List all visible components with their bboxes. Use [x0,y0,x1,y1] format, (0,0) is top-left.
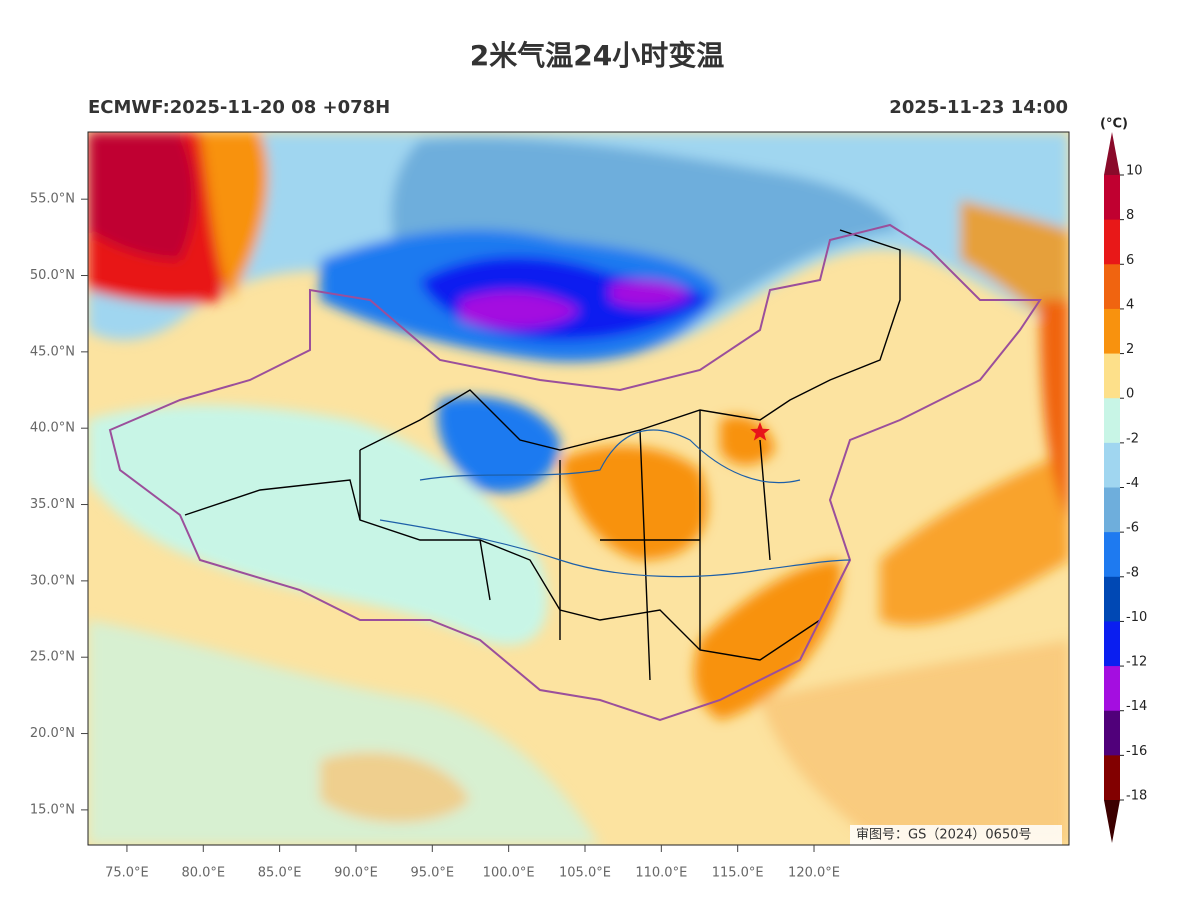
country-border [108,223,1042,722]
x-tick-label: 100.0°E [483,866,535,881]
colorbar-unit: (°C) [1100,117,1128,132]
colorbar-box [1104,175,1120,221]
colorbar-label: -8 [1126,565,1139,580]
y-tick-label: 25.0°N [30,650,75,665]
colorbar-label: -18 [1126,789,1147,804]
map-field: 审图号：GS（2024）0650号 [88,132,1069,845]
colorbar: 10 8 6 4 2 0 -2 -4 -6 -8 -10 -12 -14 -16 -18 [1104,132,1147,843]
colorbar-label: -2 [1126,431,1139,446]
colorbar-box [1104,666,1120,712]
colorbar-box [1104,532,1120,578]
colorbar-label: -14 [1126,699,1147,714]
colorbar-label: -12 [1126,655,1147,670]
colorbar-box [1104,755,1120,801]
title: 2米气温24小时变温 [470,39,724,72]
colorbar-label: -16 [1126,744,1147,759]
x-tick-label: 80.0°E [181,866,225,881]
approval-note: 审图号：GS（2024）0650号 [856,828,1032,843]
colorbar-label: 0 [1126,387,1134,402]
y-tick-label: 20.0°N [30,726,75,741]
temperature-field [88,132,1069,845]
colorbar-label: 8 [1126,208,1134,223]
colorbar-label: 6 [1126,253,1134,268]
colorbar-box [1104,576,1120,622]
rivers [379,429,851,578]
colorbar-extension [1104,132,1120,175]
capital-star [750,422,770,441]
y-tick-label: 35.0°N [30,497,75,512]
x-tick-label: 120.0°E [788,866,840,881]
province-borders [184,229,901,681]
colorbar-box [1104,353,1120,399]
colorbar-box [1104,219,1120,265]
x-tick-label: 75.0°E [105,866,149,881]
colorbar-label: -4 [1126,476,1139,491]
colorbar-box [1104,308,1120,355]
axis-ticks: 75.0°E 80.0°E 85.0°E 90.0°E 95.0°E 100.0°E 105… [30,192,840,881]
colorbar-box [1104,442,1120,488]
subtitle-right: 2025-11-23 14:00 [889,97,1068,118]
y-tick-label: 30.0°N [30,573,75,588]
colorbar-label: 4 [1126,297,1134,312]
x-tick-label: 95.0°E [410,866,454,881]
colorbar-box [1104,710,1120,756]
colorbar-label: -10 [1126,610,1147,625]
colorbar-label: 10 [1126,164,1143,179]
approval-note-box [850,825,1062,845]
x-tick-label: 115.0°E [712,866,764,881]
colorbar-box [1104,264,1120,310]
colorbar-box [1104,487,1120,533]
subtitle-left: ECMWF:2025-11-20 08 +078H [88,97,390,118]
y-tick-label: 55.0°N [30,192,75,207]
x-tick-label: 105.0°E [559,866,611,881]
colorbar-box [1104,398,1120,444]
x-tick-label: 85.0°E [258,866,302,881]
y-tick-label: 45.0°N [30,344,75,359]
y-tick-label: 40.0°N [30,421,75,436]
map-frame [87,131,1070,846]
colorbar-label: 2 [1126,342,1134,357]
colorbar-box [1104,621,1120,667]
x-tick-label: 90.0°E [334,866,378,881]
colorbar-extension [1104,800,1120,843]
colorbar-label: -6 [1126,521,1139,536]
x-tick-label: 110.0°E [635,866,687,881]
y-tick-label: 50.0°N [30,268,75,283]
y-tick-label: 15.0°N [30,802,75,817]
